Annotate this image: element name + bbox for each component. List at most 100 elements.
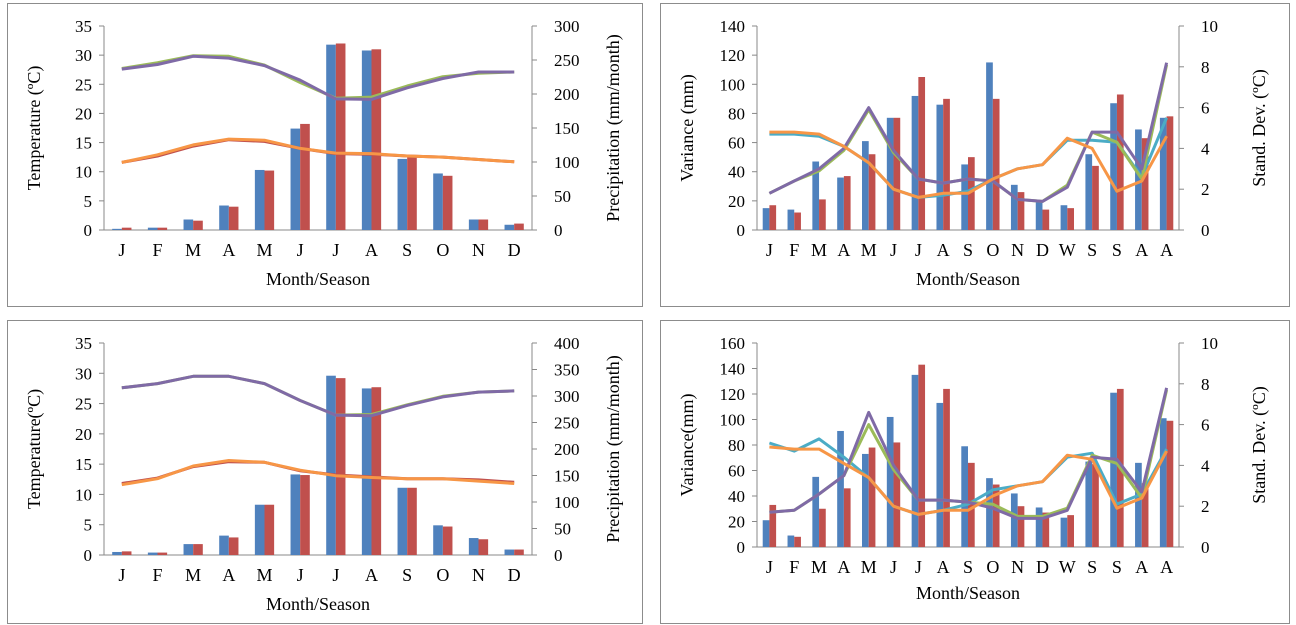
y-axis-label: Temperature(ºC) (24, 389, 45, 509)
x-category-label: J (118, 240, 125, 260)
bar-series-b (264, 504, 275, 555)
bar-series-a (936, 104, 944, 230)
y-tick-label: 20 (75, 104, 92, 123)
y2-axis-label: Precipitation (mm/month) (603, 34, 624, 221)
line-series-line_orange (121, 459, 515, 487)
y2-tick-label: 0 (554, 546, 563, 565)
y2-tick-label: 4 (1201, 139, 1210, 158)
y2-tick-label: 0 (1201, 538, 1210, 557)
x-category-label: A (837, 557, 850, 577)
bar-series-b (819, 508, 826, 547)
y-tick-label: 60 (728, 134, 745, 153)
bar-series-b (868, 447, 876, 547)
y-tick-label: 40 (728, 487, 745, 506)
y-tick-label: 35 (75, 17, 92, 36)
bar-series-b (1092, 165, 1099, 230)
line-series-line_teal (768, 437, 1168, 516)
y2-axis-label: Precipitation (mm/month) (603, 355, 624, 542)
bar-series-b (819, 199, 826, 230)
x-category-label: W (1059, 240, 1076, 260)
y-tick-label: 80 (728, 104, 745, 123)
bar-series-a (1085, 154, 1093, 230)
bar-series-a (254, 169, 265, 230)
bar-series-b (992, 484, 1000, 547)
bar-series-b (514, 549, 524, 555)
y2-tick-label: 300 (554, 387, 580, 406)
bar-series-b (1042, 512, 1050, 547)
bar-series-b (968, 157, 975, 230)
bar-series-b (1092, 464, 1099, 547)
x-category-label: J (332, 565, 339, 585)
bar-series-b (843, 176, 851, 230)
bar-series-b (1166, 420, 1174, 547)
x-category-label: J (332, 240, 339, 260)
y-tick-label: 20 (728, 192, 745, 211)
bar-series-a (1035, 202, 1043, 230)
line-series-line_purple (121, 54, 515, 101)
bar-series-a (837, 177, 844, 230)
bar-series-b (442, 175, 453, 230)
bar-series-a (812, 476, 820, 547)
y2-tick-label: 100 (554, 153, 580, 172)
y-tick-label: 100 (720, 75, 746, 94)
bar-series-b (1166, 116, 1174, 230)
bar-series-a (1085, 461, 1093, 547)
bar-series-b (968, 462, 975, 547)
bar-series-a (886, 416, 894, 547)
bar-series-b (769, 504, 777, 547)
x-category-label: A (937, 240, 950, 260)
y-tick-label: 30 (75, 46, 92, 65)
bar-series-a (219, 535, 229, 555)
bar-series-b (918, 77, 926, 230)
bar-series-a (290, 128, 301, 230)
bar-series-b (121, 551, 132, 555)
bar-series-a (787, 535, 795, 547)
x-category-label: W (1059, 557, 1076, 577)
x-category-label: A (1160, 557, 1173, 577)
y2-tick-label: 250 (554, 51, 580, 70)
y2-tick-label: 300 (554, 17, 580, 36)
bar-series-b (1017, 506, 1025, 547)
x-category-label: M (185, 565, 201, 585)
bar-series-a (961, 446, 968, 547)
chart-svg-1: 0 5 10 15 20 25 30 35 0 50 100 150 200 250 300 J F M A M J J A… (24, 17, 624, 289)
x-category-label: O (986, 557, 999, 577)
bar-series-a (936, 402, 944, 547)
bar-series-a (986, 62, 993, 230)
x-category-label: F (789, 240, 799, 260)
line-series-line_orange (769, 130, 1168, 199)
x-axis-label: Month/Season (266, 269, 370, 289)
y2-tick-label: 150 (554, 467, 580, 486)
x-category-label: F (152, 565, 162, 585)
y-tick-label: 120 (720, 46, 746, 65)
y2-tick-label: 250 (554, 414, 580, 433)
bar-series-a (862, 453, 869, 547)
x-category-label: S (402, 565, 412, 585)
x-category-label: M (256, 565, 272, 585)
y2-tick-label: 350 (554, 361, 580, 380)
x-category-label: S (1112, 240, 1122, 260)
x-category-label: M (256, 240, 272, 260)
y-tick-label: 20 (728, 513, 745, 532)
bar-series-a (1010, 184, 1018, 230)
bar-series-a (787, 209, 795, 230)
x-category-label: D (1036, 557, 1049, 577)
y-tick-label: 100 (720, 411, 746, 430)
x-category-label: N (1011, 240, 1024, 260)
y2-tick-label: 100 (554, 493, 580, 512)
bar-series-a (886, 117, 894, 230)
x-category-label: M (861, 557, 877, 577)
y-axis-label: Variance (mm) (677, 74, 698, 181)
x-axis-label: Month/Season (266, 594, 370, 614)
x-category-label: O (436, 240, 449, 260)
x-category-label: O (986, 240, 999, 260)
x-category-label: A (837, 240, 850, 260)
bar-series-a (1135, 129, 1142, 230)
bar-series-a (1159, 418, 1167, 547)
x-category-label: A (1160, 240, 1173, 260)
y2-tick-label: 0 (554, 221, 563, 240)
bar-series-b (992, 98, 1000, 230)
bar-series-a (254, 504, 265, 555)
x-category-label: S (1087, 557, 1097, 577)
